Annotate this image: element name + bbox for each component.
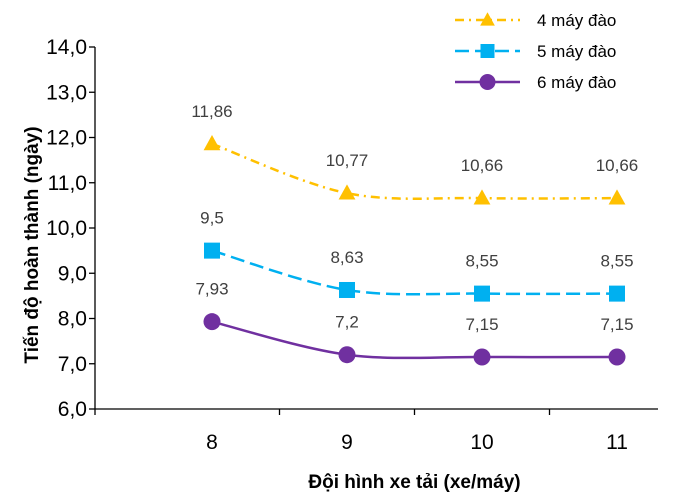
- y-tick-label: 11,0: [48, 172, 87, 195]
- series-2: 9,5 8,63 8,55 8,55: [200, 209, 634, 302]
- y-tick-label: 12,0: [46, 127, 87, 150]
- y-tick-label: 6,0: [58, 398, 87, 421]
- data-point: [203, 135, 221, 151]
- series-line: [211, 320, 618, 360]
- legend-label: 5 máy đào: [537, 42, 616, 61]
- data-label: 10,66: [461, 156, 504, 175]
- data-label: 9,5: [200, 209, 224, 228]
- y-tick-label: 8,0: [58, 308, 87, 331]
- data-label: 8,55: [600, 252, 633, 271]
- axes: 6,0 7,0 8,0 9,0 10,0 11,0 12,0 13,0 14,0 8 9 10 11: [46, 36, 658, 454]
- data-label: 10,66: [596, 156, 639, 175]
- data-label: 8,55: [465, 252, 498, 271]
- series-1: 11,86 10,77 10,66 10,66: [191, 102, 638, 205]
- data-point: [609, 285, 625, 302]
- y-ticks: 6,0 7,0 8,0 9,0 10,0 11,0 12,0 13,0 14,0: [46, 36, 95, 421]
- legend-label: 4 máy đào: [537, 11, 616, 30]
- x-tick-label: 11: [606, 431, 628, 454]
- y-tick-label: 14,0: [46, 36, 87, 59]
- data-label: 7,15: [600, 315, 633, 334]
- data-label: 10,77: [326, 151, 369, 170]
- y-axis-title: Tiến độ hoàn thành (ngày): [22, 126, 43, 363]
- x-ticks: 8 9 10 11: [94, 409, 628, 454]
- x-tick-label: 9: [341, 431, 353, 454]
- y-tick-label: 9,0: [58, 262, 87, 285]
- data-point: [480, 44, 495, 58]
- data-point: [338, 184, 356, 200]
- data-point: [473, 189, 491, 205]
- series-3: 7,93 7,2 7,15 7,15: [195, 280, 634, 366]
- data-point: [479, 74, 496, 90]
- series-line: [211, 249, 618, 296]
- legend: 4 máy đào 5 máy đào 6 máy đào: [455, 11, 616, 92]
- data-point: [338, 346, 356, 364]
- data-point: [203, 313, 221, 331]
- y-tick-label: 10,0: [46, 217, 87, 240]
- data-label: 7,93: [195, 280, 228, 299]
- data-point: [608, 348, 626, 366]
- x-tick-label: 8: [206, 431, 218, 454]
- data-label: 8,63: [330, 248, 363, 267]
- data-point: [480, 12, 495, 26]
- data-point: [473, 348, 491, 366]
- data-point: [608, 189, 626, 205]
- legend-item: 4 máy đào: [455, 11, 616, 30]
- legend-item: 5 máy đào: [455, 42, 616, 61]
- data-label: 7,2: [335, 313, 359, 332]
- x-axis-title: Đội hình xe tải (xe/máy): [308, 472, 520, 493]
- data-point: [204, 242, 220, 259]
- series-line: [211, 142, 618, 200]
- y-tick-label: 13,0: [46, 81, 87, 104]
- data-point: [474, 285, 490, 302]
- x-tick-label: 10: [470, 431, 493, 454]
- legend-label: 6 máy đào: [537, 73, 616, 92]
- data-label: 11,86: [191, 102, 232, 121]
- data-point: [339, 281, 355, 298]
- data-label: 7,15: [465, 315, 498, 334]
- y-tick-label: 7,0: [58, 353, 87, 376]
- legend-item: 6 máy đào: [455, 73, 616, 92]
